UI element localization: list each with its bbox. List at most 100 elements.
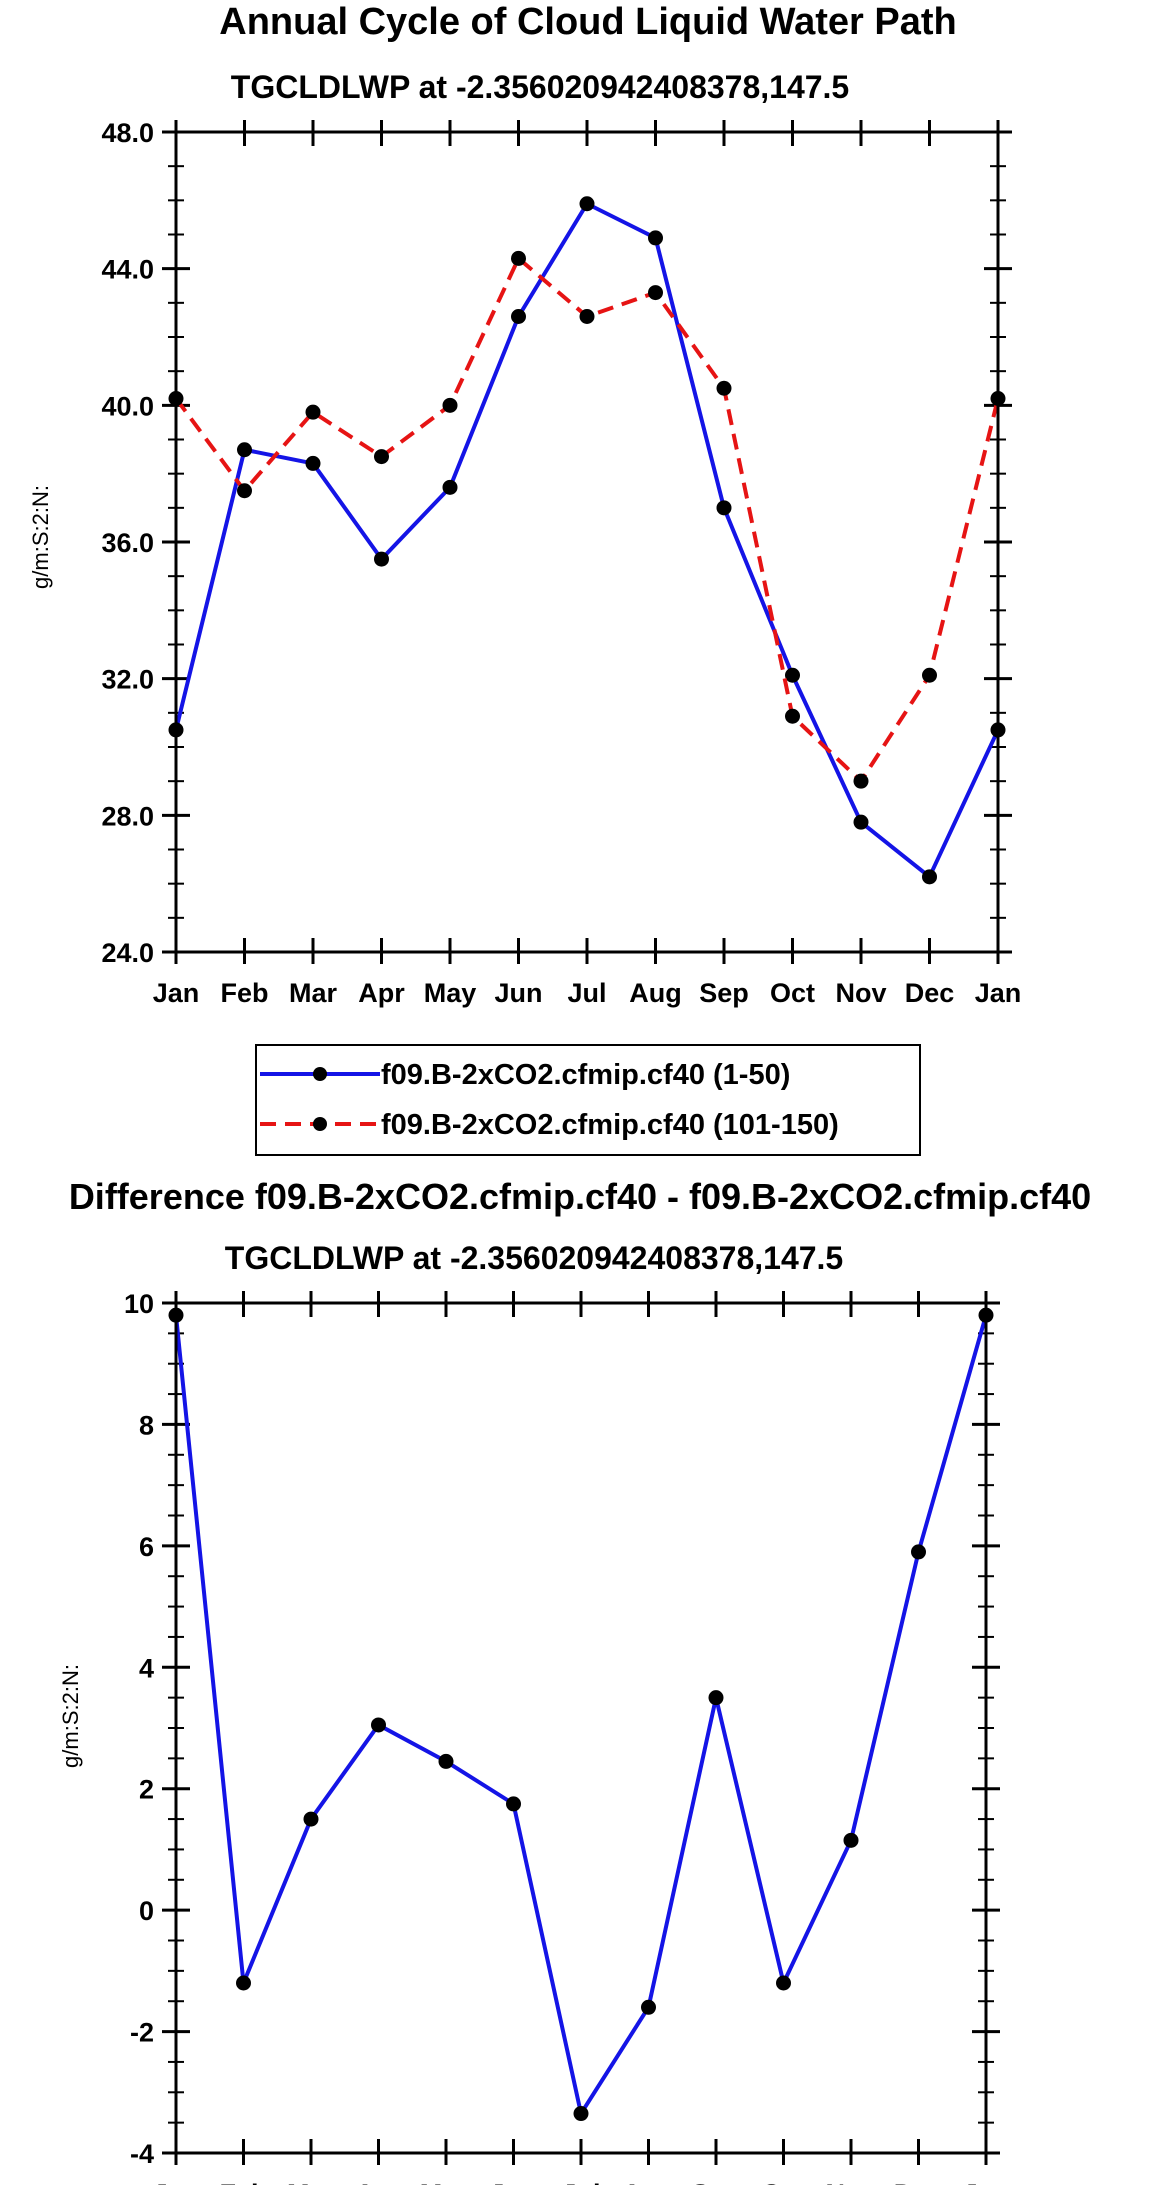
chart2-series-1-point — [843, 1832, 859, 1848]
chart1-series-1-point — [305, 455, 321, 471]
chart1-series-1-point — [579, 196, 595, 212]
chart1-series-2-point — [442, 397, 458, 413]
chart2-xtick-label: Jan — [153, 2179, 200, 2185]
chart1-ytick-label: 28.0 — [101, 801, 154, 831]
chart1-xtick-label: Jun — [494, 978, 542, 1008]
chart1-xtick-label: Sep — [699, 978, 749, 1008]
chart2-tick-labels: Jan Feb Mar Apr May Jun Jul Aug Sep Oct Nov Dec Jan -… — [124, 1289, 1009, 2185]
legend-item-series-1: f09.B-2xCO2.cfmip.cf40 (1-50) — [260, 1059, 790, 1091]
chart2-xtick-label: Mar — [287, 2179, 336, 2185]
chart2-series-1-point — [573, 2106, 589, 2122]
legend-box — [255, 1044, 921, 1156]
chart1-xtick-label: Nov — [835, 978, 886, 1008]
chart2-xtick-label: Feb — [219, 2179, 267, 2185]
chart1-ytick-label: 48.0 — [101, 118, 154, 148]
legend-marker-series-2 — [313, 1117, 327, 1131]
chart1-ytick-label: 44.0 — [101, 255, 154, 285]
chart1-series-1-point — [648, 230, 663, 246]
legend-marker-series-1 — [313, 1067, 327, 1081]
chart2-series-1-point — [303, 1811, 319, 1827]
chart1-ylabel: g/m:S:2:N: — [28, 485, 53, 589]
chart1-series-2-point — [305, 404, 321, 420]
chart2-xtick-label: Sep — [691, 2179, 741, 2185]
chart1-series-layer — [168, 196, 1006, 885]
chart1-xtick-label: Jul — [567, 978, 606, 1008]
chart1-series-2-point — [716, 380, 732, 396]
chart1-series-2-point — [237, 483, 252, 499]
chart1-series-1-point — [785, 667, 800, 683]
chart1-series-1-point — [442, 479, 458, 495]
chart2-ytick-label: 0 — [139, 1896, 154, 1926]
chart2-series-layer — [168, 1307, 994, 2122]
chart1-xtick-label: Apr — [358, 978, 405, 1008]
chart1-series-line-1 — [174, 201, 1000, 879]
chart1-series-2-point — [853, 773, 869, 789]
chart1-series-1-point — [922, 869, 937, 885]
chart2-subtitle: TGCLDLWP at -2.356020942408378,147.5 — [225, 1240, 843, 1276]
chart1-xtick-label: Aug — [629, 978, 681, 1008]
chart2-xtick-label: Oct — [761, 2179, 806, 2185]
chart2-xtick-label: Jun — [489, 2179, 537, 2185]
chart1-legend: f09.B-2xCO2.cfmip.cf40 (1-50) f09.B-2xCO… — [255, 1044, 921, 1156]
chart1-series-2-point — [785, 708, 800, 724]
chart1-xtick-label: Mar — [289, 978, 338, 1008]
chart1-series-2-point — [511, 250, 526, 266]
chart1-ytick-label: 40.0 — [101, 391, 154, 421]
chart1-series-2-point — [648, 285, 663, 301]
chart2-plot-frame — [174, 1301, 988, 2155]
chart1-plot-frame — [174, 130, 1000, 954]
chart1-series-1-point — [716, 500, 732, 516]
chart1-series-1-point — [237, 442, 252, 458]
chart1-subtitle: TGCLDLWP at -2.356020942408378,147.5 — [231, 69, 849, 105]
chart2-series-1-point — [776, 1975, 791, 1991]
chart1-series-line-2 — [174, 256, 1000, 784]
chart2-title: Difference f09.B-2xCO2.cfmip.cf40 - f09.… — [69, 1176, 1091, 1217]
chart2-xtick-label: Nov — [825, 2179, 876, 2185]
chart2-ytick-label: 2 — [139, 1775, 154, 1805]
chart2-ytick-label: -2 — [130, 2018, 154, 2048]
chart1-xtick-label: Feb — [220, 978, 268, 1008]
chart2-series-1-point — [236, 1975, 251, 1991]
chart1-series-1-point — [511, 309, 526, 324]
chart1-xtick-label: Dec — [905, 978, 955, 1008]
chart2-ytick-label: 10 — [124, 1289, 154, 1319]
chart2-series-1-point — [708, 1690, 724, 1706]
chart1-xtick-label: Jan — [975, 978, 1022, 1008]
chart2-xtick-label: Jul — [561, 2179, 600, 2185]
chart1-xtick-label: Jan — [153, 978, 200, 1008]
chart2-xtick-label: Apr — [355, 2179, 402, 2185]
chart-difference: Difference f09.B-2xCO2.cfmip.cf40 - f09.… — [58, 1176, 1091, 2185]
chart2-ylabel: g/m:S:2:N: — [58, 1664, 83, 1768]
chart2-series-1-point — [911, 1544, 926, 1560]
chart1-tick-labels: Jan Feb Mar Apr May Jun Jul Aug Sep Oct Nov Dec Jan 2… — [101, 118, 1021, 1008]
chart2-series-line-1 — [174, 1314, 988, 2116]
chart2-series-1-point — [371, 1717, 386, 1733]
chart2-ytick-label: 4 — [139, 1653, 154, 1683]
chart2-series-1-point — [506, 1796, 521, 1812]
legend-item-series-2: f09.B-2xCO2.cfmip.cf40 (101-150) — [260, 1109, 839, 1141]
chart1-xtick-label: Oct — [770, 978, 815, 1008]
chart2-xtick-label: Jan — [963, 2179, 1010, 2185]
chart1-xtick-label: May — [424, 978, 477, 1008]
chart2-ytick-label: 6 — [139, 1532, 154, 1562]
chart2-xtick-label: Dec — [894, 2179, 944, 2185]
chart1-series-1-point — [853, 814, 869, 830]
chart1-series-1-point — [374, 551, 389, 567]
chart1-series-2-point — [922, 667, 937, 683]
chart2-xtick-label: May — [420, 2179, 473, 2185]
chart1-series-2-point — [374, 449, 389, 465]
chart1-title: Annual Cycle of Cloud Liquid Water Path — [219, 1, 957, 43]
chart2-ticks — [162, 1291, 1000, 2165]
chart-annual-cycle: Annual Cycle of Cloud Liquid Water Path … — [28, 1, 1021, 1156]
chart1-ticks — [162, 120, 1012, 964]
chart2-ytick-label: 8 — [139, 1410, 154, 1440]
chart1-series-2-point — [579, 309, 595, 324]
chart2-xtick-label: Aug — [622, 2179, 674, 2185]
chart2-ytick-label: -4 — [130, 2139, 154, 2169]
chart2-series-1-point — [641, 1999, 656, 2015]
legend-label-series-2: f09.B-2xCO2.cfmip.cf40 (101-150) — [381, 1109, 839, 1141]
chart1-ytick-label: 32.0 — [101, 665, 154, 695]
chart1-ytick-label: 24.0 — [101, 938, 154, 968]
chart2-series-1-point — [438, 1753, 454, 1769]
